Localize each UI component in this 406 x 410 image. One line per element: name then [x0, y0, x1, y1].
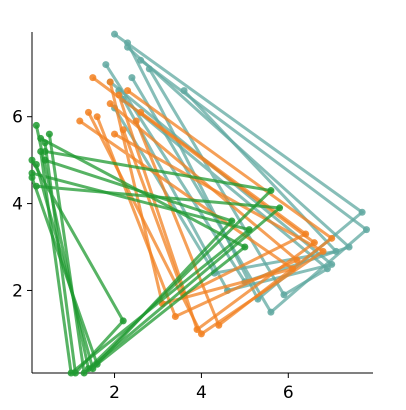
series-line — [78, 81, 297, 306]
series-line — [34, 125, 275, 372]
series-line — [126, 89, 335, 328]
series-line — [31, 151, 253, 376]
x-tick-label: 4 — [196, 383, 207, 403]
series-line — [30, 142, 126, 377]
point — [41, 139, 49, 147]
point — [358, 208, 366, 216]
point — [89, 74, 97, 82]
point — [106, 100, 114, 108]
y-tick-label: 2 — [12, 281, 23, 301]
point — [119, 126, 127, 134]
point — [111, 30, 119, 38]
point — [276, 204, 284, 212]
point — [89, 365, 97, 373]
point — [280, 291, 288, 299]
point — [84, 108, 92, 116]
point — [32, 121, 40, 129]
point — [332, 247, 340, 255]
point — [111, 130, 119, 138]
point — [293, 256, 301, 264]
point — [37, 134, 45, 142]
point — [137, 108, 145, 116]
point — [71, 369, 79, 377]
point — [106, 78, 114, 86]
series-line — [95, 102, 300, 319]
point — [241, 243, 249, 251]
point — [124, 43, 132, 51]
series-line — [87, 111, 326, 337]
point — [28, 156, 36, 164]
y-tick-label: 6 — [12, 108, 23, 128]
point — [102, 61, 110, 69]
point — [362, 226, 370, 234]
point — [124, 87, 132, 95]
point — [37, 147, 45, 155]
point — [267, 308, 275, 316]
point — [80, 369, 88, 377]
point — [323, 265, 331, 273]
point — [171, 313, 179, 321]
point — [93, 113, 101, 121]
point — [180, 87, 188, 95]
series-line — [130, 59, 369, 315]
point — [197, 330, 205, 338]
point — [119, 317, 127, 325]
x-tick-label: 2 — [109, 383, 120, 403]
point — [76, 117, 84, 125]
point — [145, 65, 153, 73]
point — [115, 91, 123, 99]
point — [32, 182, 40, 190]
point — [319, 247, 327, 255]
point — [132, 117, 140, 125]
x-tick-label: 6 — [283, 383, 294, 403]
point — [45, 130, 53, 138]
y-tick-label: 4 — [12, 195, 23, 215]
point — [28, 174, 36, 182]
point — [228, 217, 236, 225]
series-line — [121, 111, 309, 297]
point — [267, 187, 275, 195]
point — [137, 56, 145, 64]
point — [128, 74, 136, 82]
point — [328, 234, 336, 242]
series-line — [34, 158, 235, 372]
point — [302, 230, 310, 238]
